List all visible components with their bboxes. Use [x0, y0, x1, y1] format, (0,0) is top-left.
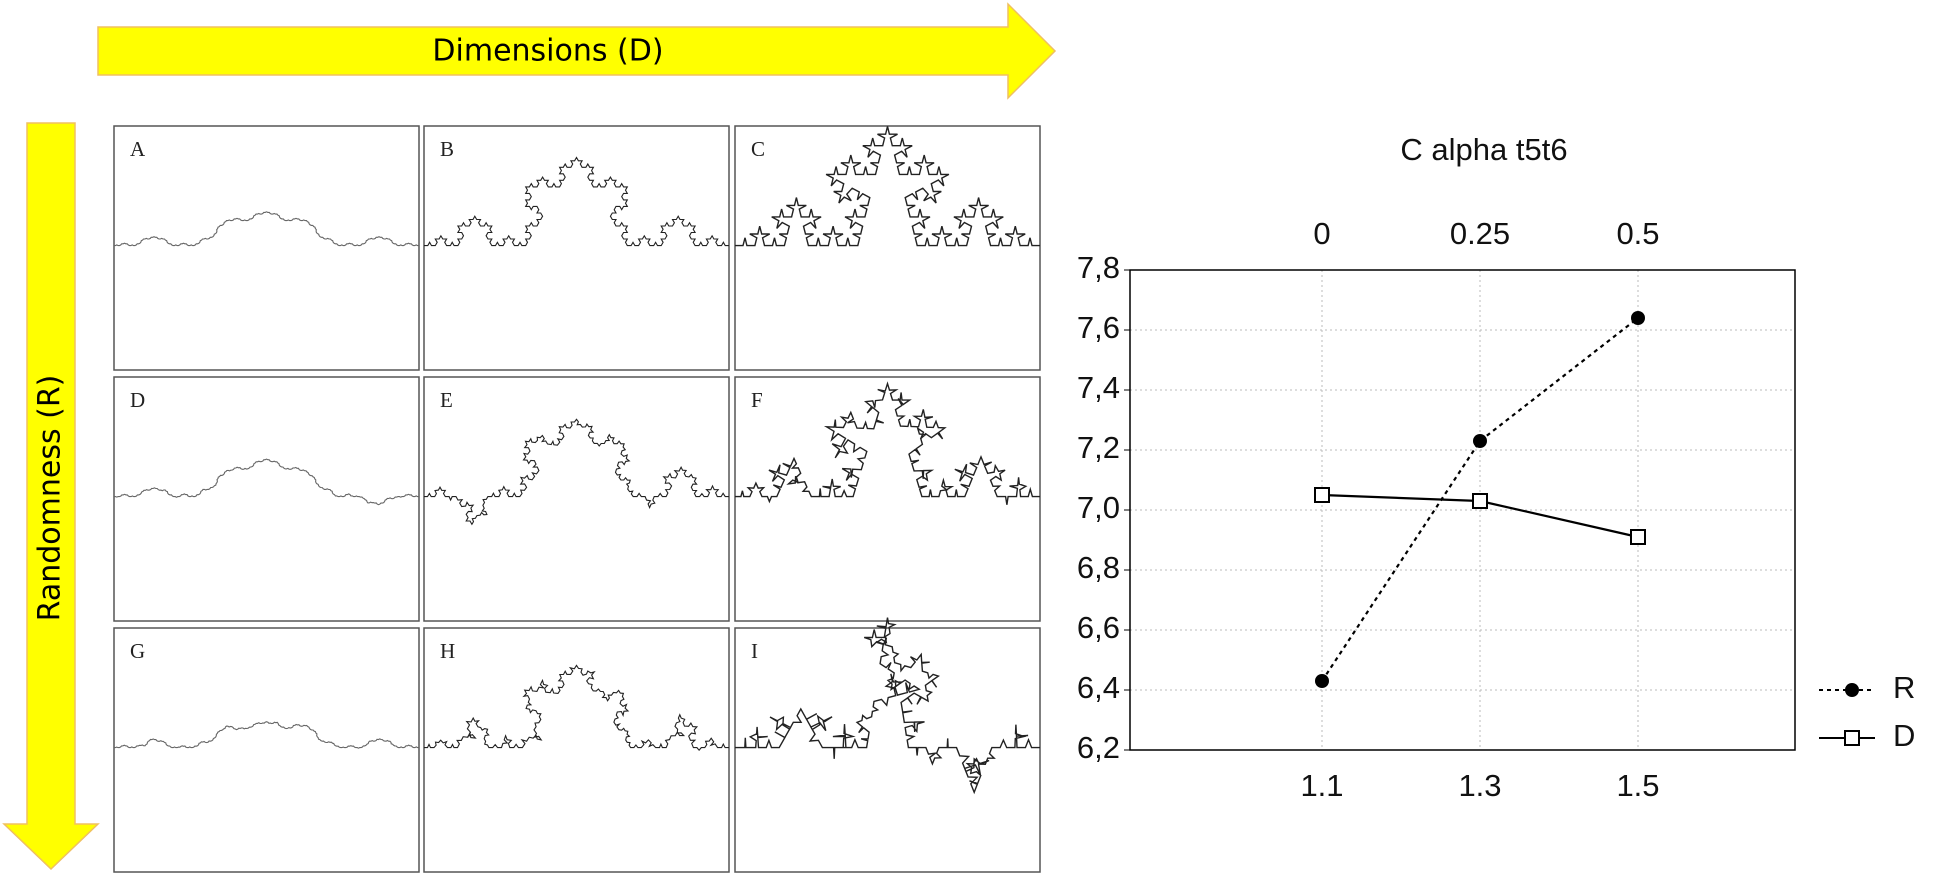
panel-label: E [440, 388, 453, 412]
panel-label: H [440, 639, 455, 663]
y-tick-label: 6,4 [1077, 670, 1120, 705]
line-chart: C alpha t5t6 6,2 6,4 6,6 6,8 7,0 7,2 7,4 7,6 7,8… [1077, 132, 1916, 803]
y-tick-label: 7,8 [1077, 250, 1120, 285]
panel-grid: A B C D E F G H I [113, 125, 1041, 873]
fractal-curve [114, 211, 419, 247]
legend-label: D [1893, 718, 1915, 753]
chart-title: C alpha t5t6 [1400, 132, 1567, 167]
randomness-arrow [2, 122, 100, 871]
y-tick-label: 6,8 [1077, 550, 1120, 585]
legend-label: R [1893, 670, 1915, 705]
point [1315, 674, 1329, 688]
panel-frame [113, 627, 420, 873]
fractal-curve [424, 418, 729, 526]
y-tick-label: 6,6 [1077, 610, 1120, 645]
y-tick-label: 7,4 [1077, 370, 1120, 405]
panel-frame [113, 376, 420, 622]
panel-frame [423, 376, 730, 622]
point [1473, 434, 1487, 448]
plot-frame [1129, 269, 1796, 751]
fractal-curve [424, 156, 729, 247]
fractal-curve [114, 721, 419, 749]
fractal-curve [424, 664, 729, 752]
panel-label: D [130, 388, 145, 412]
x-tick-label: 1.5 [1616, 768, 1659, 803]
point [1845, 683, 1859, 697]
panel-frame [113, 125, 420, 371]
panel-frame [734, 125, 1041, 371]
panel-label: A [130, 137, 146, 161]
top-tick-label: 0 [1313, 216, 1330, 251]
x-tick-label: 1.1 [1300, 768, 1343, 803]
panel-frame [423, 125, 730, 371]
panel-label: C [751, 137, 765, 161]
fractal-curve [735, 126, 1040, 247]
panel-label: I [751, 639, 758, 663]
panel-frame [423, 627, 730, 873]
panel-label: F [751, 388, 763, 412]
point [1630, 529, 1646, 545]
y-tick-label: 7,6 [1077, 310, 1120, 345]
dimension-arrow [97, 2, 1057, 100]
x-tick-label: 1.3 [1458, 768, 1501, 803]
fractal-curve [735, 381, 1040, 505]
fractal-curve [735, 617, 1040, 795]
point [1631, 311, 1645, 325]
panel-frame [734, 376, 1041, 622]
top-tick-label: 0.5 [1616, 216, 1659, 251]
y-tick-label: 6,2 [1077, 730, 1120, 765]
dimension-label: Dimensions (D) [432, 34, 663, 69]
randomness-label: Randomness (R) [33, 375, 68, 622]
point [1844, 730, 1860, 746]
panel-frame [734, 627, 1041, 873]
y-tick-label: 7,2 [1077, 430, 1120, 465]
fractal-curve [114, 458, 419, 506]
panel-label: G [130, 639, 145, 663]
point [1314, 487, 1330, 503]
top-tick-label: 0.25 [1450, 216, 1510, 251]
panel-label: B [440, 137, 454, 161]
y-tick-label: 7,0 [1077, 490, 1120, 525]
point [1472, 493, 1488, 509]
